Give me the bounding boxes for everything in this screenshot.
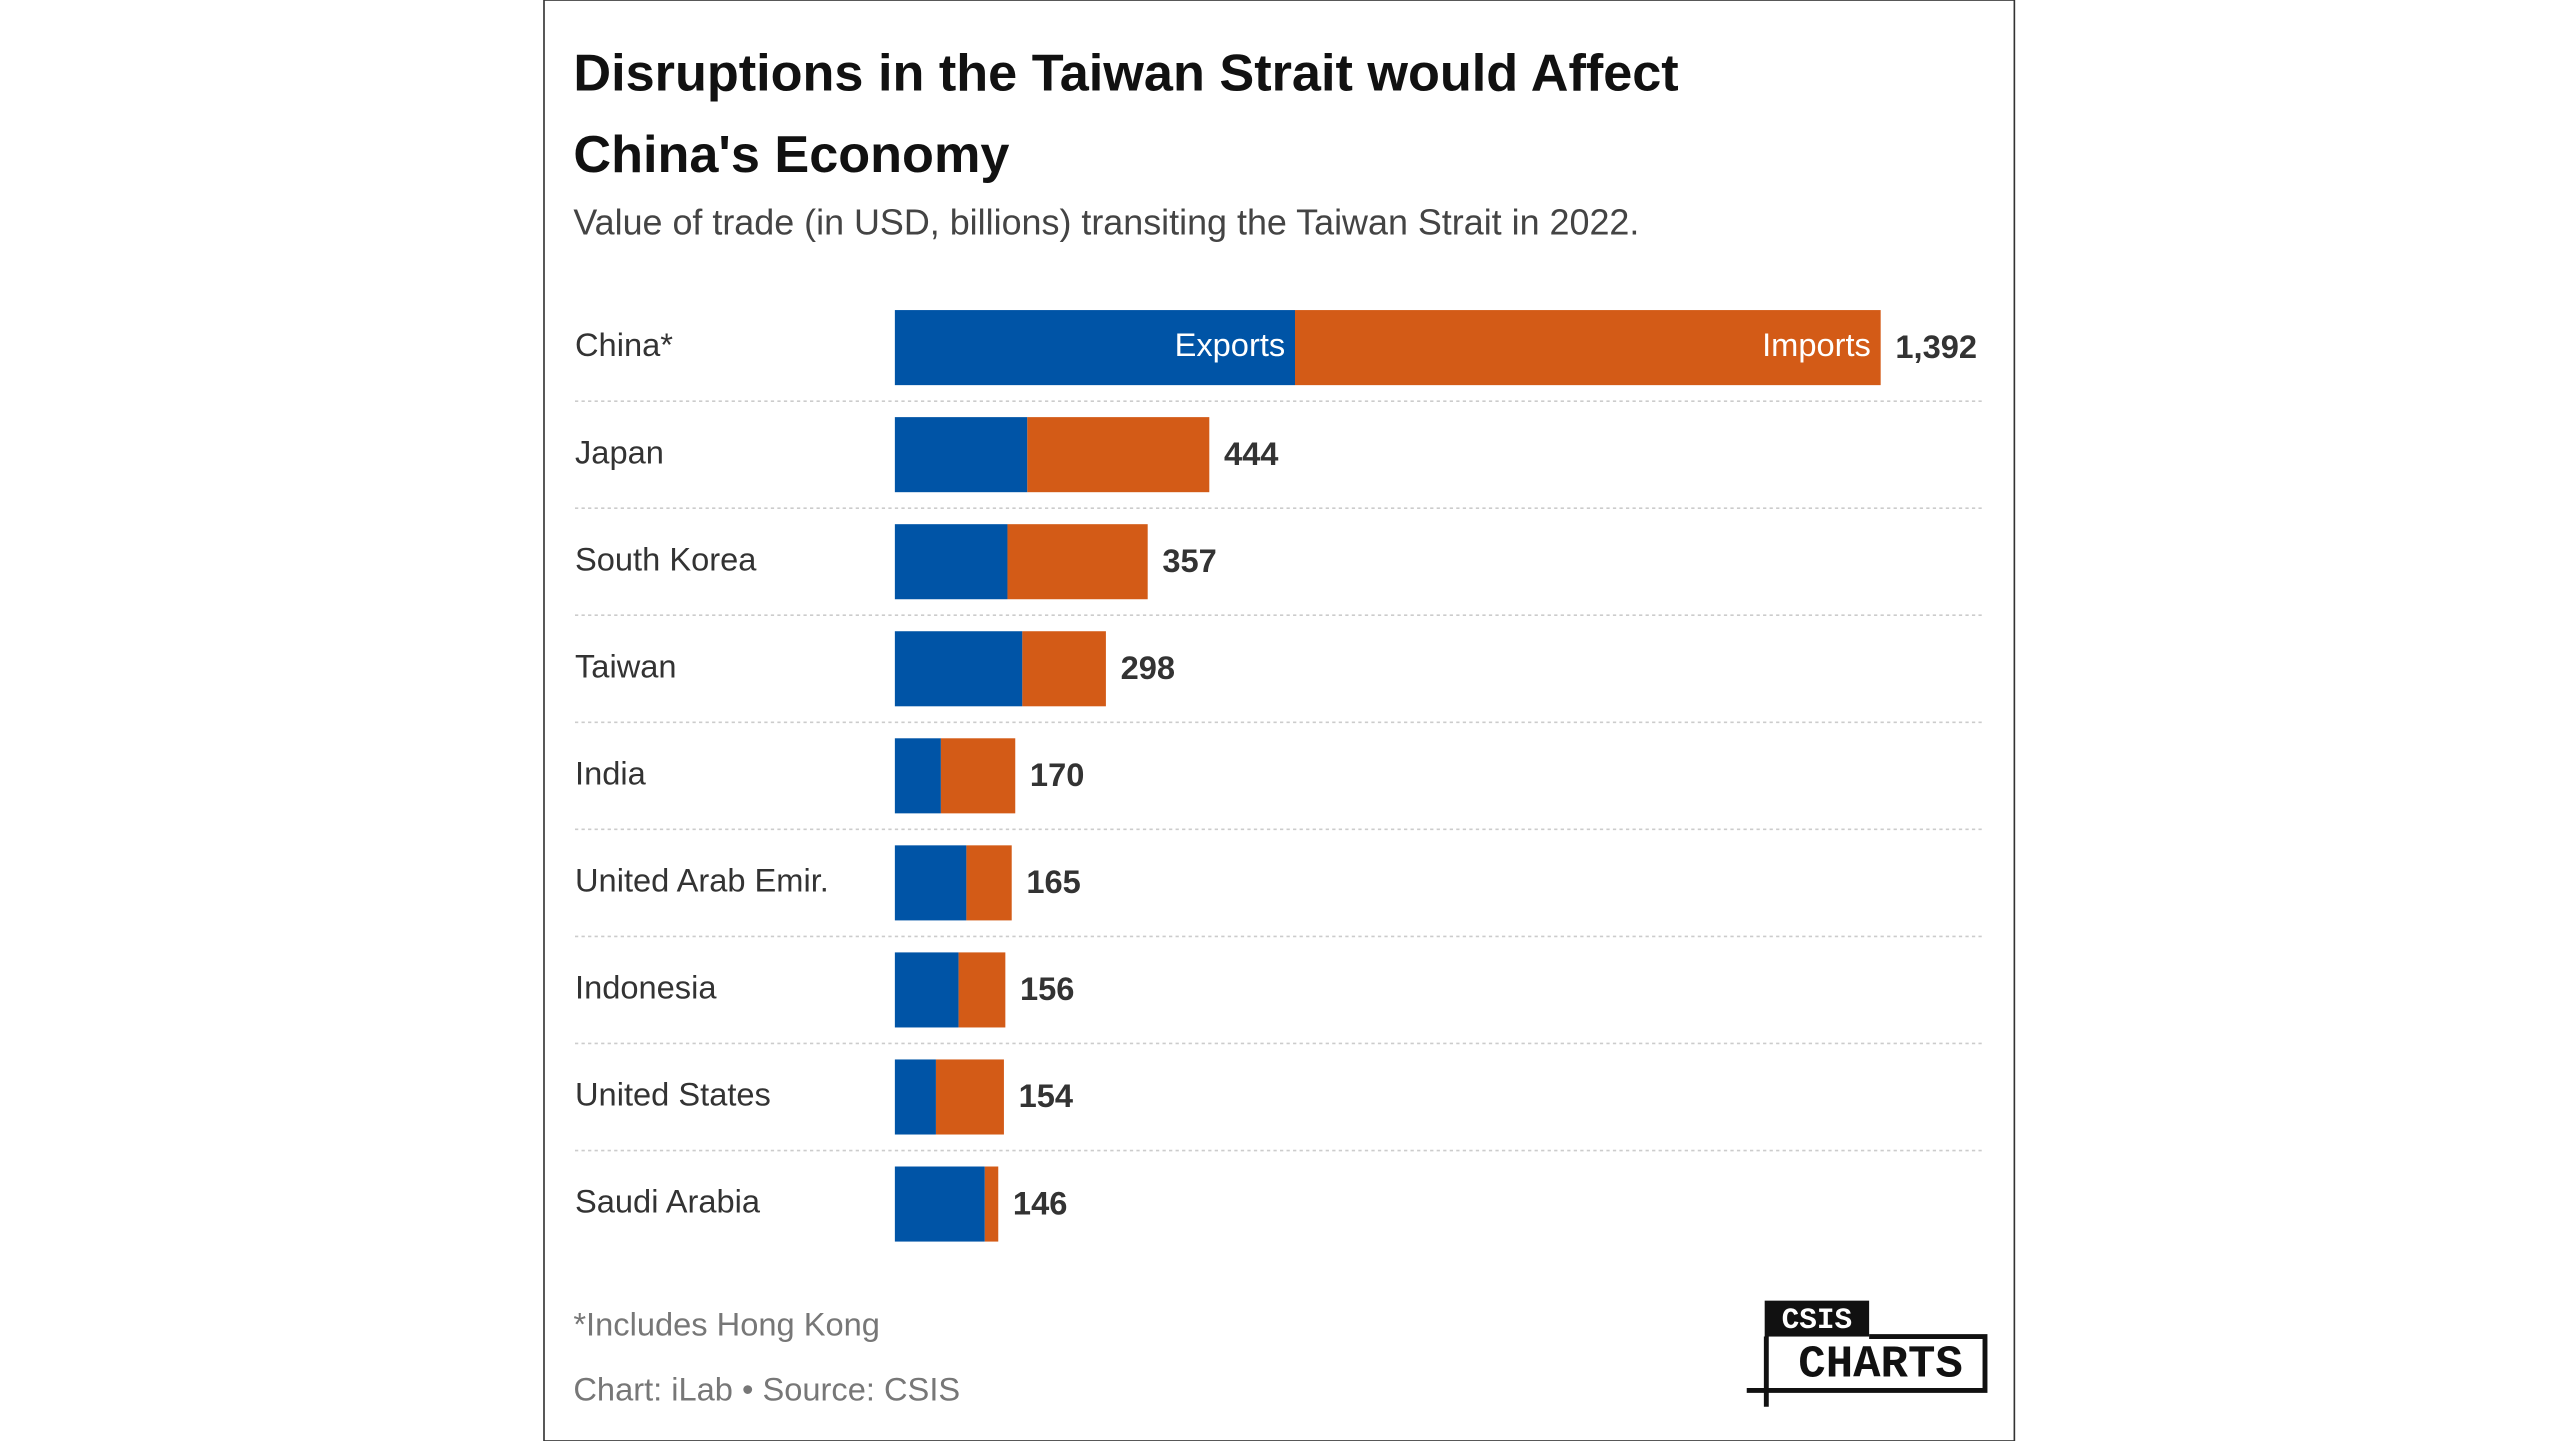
bar-segment	[1022, 631, 1106, 707]
category-label: Taiwan	[575, 647, 677, 684]
total-label: 165	[1026, 863, 1080, 900]
bar-segment	[894, 845, 967, 921]
total-label: 154	[1019, 1077, 1073, 1114]
bar-segment	[984, 1166, 999, 1242]
total-label: 156	[1020, 970, 1074, 1007]
bar-segment	[894, 310, 1295, 386]
total-label: 170	[1030, 756, 1084, 793]
logo: CSIS CHARTS	[1746, 1300, 1988, 1407]
category-label: South Korea	[575, 540, 757, 577]
bar-segment	[940, 738, 1016, 814]
category-label: Indonesia	[575, 969, 717, 1006]
logo-box	[1764, 1300, 1870, 1337]
bar-segment	[894, 952, 959, 1028]
chart-title: Disruptions in the Taiwan Strait would A…	[573, 44, 1678, 102]
bar-segment	[1294, 310, 1881, 386]
logo-top: CSIS	[1782, 1304, 1852, 1337]
chart-subtitle: Value of trade (in USD, billions) transi…	[573, 203, 1639, 243]
bar-segment	[1007, 524, 1148, 600]
bar-segment	[894, 631, 1023, 707]
source: Chart: iLab • Source: CSIS	[573, 1371, 960, 1408]
bar-segment	[894, 1059, 936, 1135]
bar-segment	[894, 1166, 985, 1242]
total-label: 146	[1013, 1184, 1067, 1221]
bar-segment	[894, 524, 1008, 600]
logo-bottom: CHARTS	[1798, 1338, 1963, 1390]
logo-frame	[1746, 1334, 1988, 1407]
card	[543, 0, 2016, 1441]
total-label: 1,392	[1895, 328, 1977, 365]
category-label: Saudi Arabia	[575, 1183, 761, 1220]
bar-segment	[966, 845, 1012, 921]
footnote: *Includes Hong Kong	[573, 1305, 880, 1342]
legend-label: Imports	[1762, 326, 1871, 363]
bar-segment	[1027, 417, 1210, 493]
bar-segment	[958, 952, 1006, 1028]
category-label: United Arab Emir.	[575, 862, 829, 899]
total-label: 357	[1162, 542, 1216, 579]
bar-segment	[894, 417, 1028, 493]
total-label: 298	[1121, 649, 1175, 686]
bar-segment	[935, 1059, 1004, 1135]
category-label: China*	[575, 326, 673, 363]
legend-label: Exports	[1175, 326, 1286, 363]
category-label: Japan	[575, 433, 664, 470]
chart-title: China's Economy	[573, 126, 1009, 184]
bar-segment	[894, 738, 941, 814]
category-label: United States	[575, 1076, 771, 1113]
category-label: India	[575, 754, 647, 791]
total-label: 444	[1224, 435, 1278, 472]
